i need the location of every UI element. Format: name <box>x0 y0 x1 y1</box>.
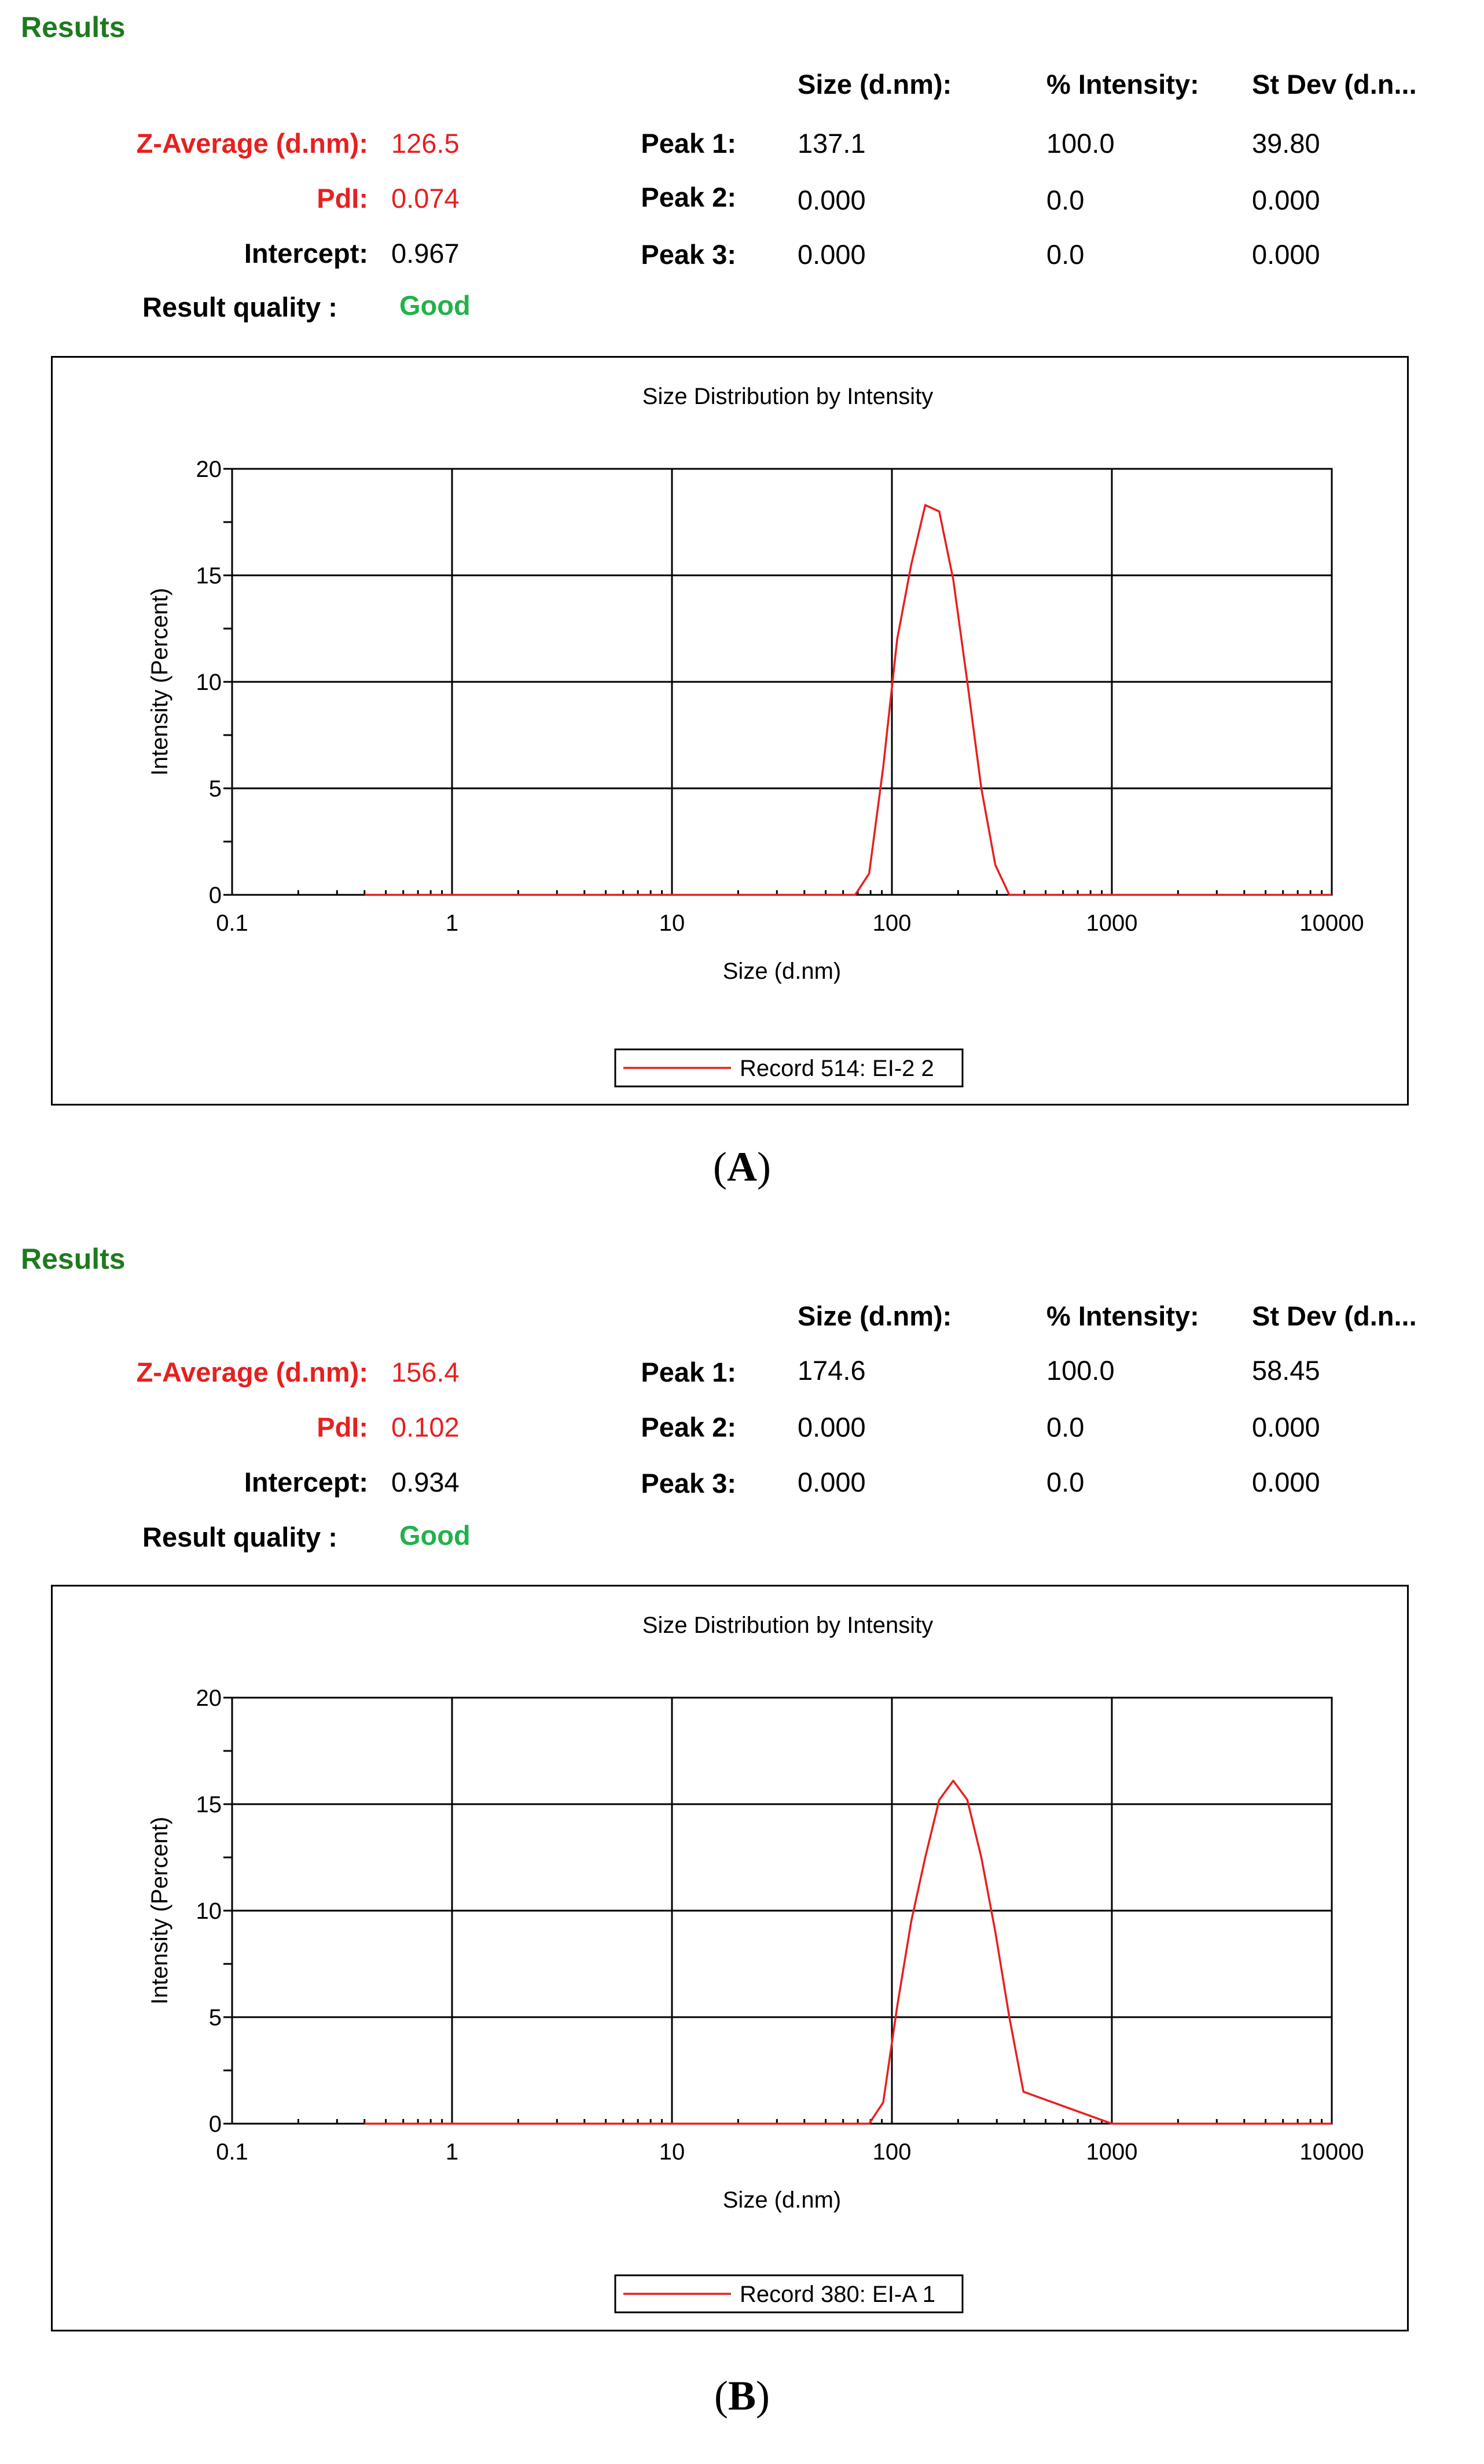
x-tick-label: 100 <box>873 2139 912 2165</box>
peak-1-stdev: 58.45 <box>1252 1355 1320 1386</box>
chart-title: Size Distribution by Intensity <box>642 1613 933 1638</box>
peak-2-intensity: 0.0 <box>1046 1412 1085 1442</box>
header-intensity: % Intensity: <box>1046 69 1199 100</box>
peak-3-intensity: 0.0 <box>1046 239 1085 270</box>
results-title: Results <box>21 1243 126 1275</box>
x-tick-label: 0.1 <box>216 2139 248 2165</box>
peak-3-size: 0.000 <box>798 1467 866 1497</box>
y-tick-label: 10 <box>196 670 222 695</box>
x-tick-label: 0.1 <box>216 910 248 936</box>
peak-3-intensity: 0.0 <box>1046 1467 1085 1497</box>
peak-3-label: Peak 3: <box>641 1468 736 1499</box>
intercept-label: Intercept: <box>244 1467 368 1497</box>
result-quality-label: Result quality : <box>142 1522 337 1552</box>
header-stdev: St Dev (d.n... <box>1252 1301 1417 1331</box>
results-panel-a: Results Size (d.nm): % Intensity: St Dev… <box>21 11 1417 1190</box>
header-size: Size (d.nm): <box>798 1301 952 1331</box>
y-tick-label: 20 <box>196 457 222 482</box>
peak-2-label: Peak 2: <box>641 182 736 212</box>
header-stdev: St Dev (d.n... <box>1252 69 1417 100</box>
x-axis-label: Size (d.nm) <box>723 2187 842 2213</box>
header-intensity: % Intensity: <box>1046 1301 1199 1331</box>
peak-1-intensity: 100.0 <box>1046 1355 1115 1386</box>
x-tick-label: 10000 <box>1299 2139 1364 2165</box>
y-axis-label: Intensity (Percent) <box>147 588 172 776</box>
x-tick-label: 1000 <box>1086 910 1138 936</box>
chart-svg: Size Distribution by Intensity 0 5 10 15 20 0.… <box>147 1613 1364 2314</box>
peak-2-stdev: 0.000 <box>1252 185 1320 215</box>
pdi-label: PdI: <box>317 1412 368 1442</box>
peak-2-size: 0.000 <box>798 185 866 215</box>
pdi-label: PdI: <box>317 183 368 214</box>
x-tick-label: 10 <box>659 2139 685 2165</box>
panel-label: (B) <box>714 2373 770 2419</box>
peak-3-stdev: 0.000 <box>1252 1467 1320 1497</box>
x-tick-label: 1 <box>446 910 458 936</box>
legend-label: Record 514: EI-2 2 <box>740 1056 934 1081</box>
peak-1-size: 137.1 <box>798 128 866 159</box>
y-tick-label: 5 <box>209 776 222 802</box>
results-panel-b: Results Size (d.nm): % Intensity: St Dev… <box>0 1232 1484 2463</box>
z-average-value: 126.5 <box>391 128 460 159</box>
peak-1-label: Peak 1: <box>641 1357 736 1387</box>
peak-1-label: Peak 1: <box>641 128 736 159</box>
peak-1-size: 174.6 <box>798 1355 866 1386</box>
x-tick-label: 10 <box>659 910 685 936</box>
peak-2-stdev: 0.000 <box>1252 1412 1320 1442</box>
y-tick-label: 15 <box>196 563 222 589</box>
peak-1-intensity: 100.0 <box>1046 128 1115 159</box>
chart-title: Size Distribution by Intensity <box>642 384 933 409</box>
x-tick-label: 1 <box>446 2139 458 2165</box>
header-size: Size (d.nm): <box>798 69 952 100</box>
peak-3-label: Peak 3: <box>641 239 736 270</box>
y-tick-label: 10 <box>196 1899 222 1924</box>
y-tick-label: 0 <box>209 883 222 908</box>
z-average-label: Z-Average (d.nm): <box>136 1357 368 1387</box>
z-average-label: Z-Average (d.nm): <box>136 128 368 159</box>
series-line <box>364 1779 1332 2125</box>
peak-1-stdev: 39.80 <box>1252 128 1320 159</box>
y-axis-label: Intensity (Percent) <box>147 1817 172 2005</box>
peak-3-size: 0.000 <box>798 239 866 270</box>
y-tick-label: 15 <box>196 1792 222 1817</box>
result-quality-value: Good <box>399 1520 471 1551</box>
legend-label: Record 380: EI-A 1 <box>740 2282 935 2307</box>
x-tick-label: 1000 <box>1086 2139 1138 2165</box>
size-distribution-chart: Size Distribution by Intensity 0 5 10 15 20 0.… <box>51 1585 1409 2331</box>
size-distribution-chart: Size Distribution by Intensity 0 5 10 15 20 0.… <box>51 356 1409 1106</box>
intercept-label: Intercept: <box>244 238 368 269</box>
z-average-value: 156.4 <box>391 1357 460 1387</box>
pdi-value: 0.102 <box>391 1412 460 1442</box>
x-axis-label: Size (d.nm) <box>723 959 842 984</box>
y-tick-label: 0 <box>209 2112 222 2137</box>
peak-2-size: 0.000 <box>798 1412 866 1442</box>
x-tick-label: 100 <box>873 910 912 936</box>
x-tick-label: 10000 <box>1299 910 1364 936</box>
pdi-value: 0.074 <box>391 183 460 214</box>
result-quality-label: Result quality : <box>142 292 337 322</box>
peak-2-intensity: 0.0 <box>1046 185 1085 215</box>
intercept-value: 0.967 <box>391 238 460 269</box>
panel-label: (A) <box>713 1144 771 1190</box>
y-tick-label: 5 <box>209 2005 222 2030</box>
result-quality-value: Good <box>399 290 471 321</box>
y-tick-label: 20 <box>196 1685 222 1711</box>
peak-3-stdev: 0.000 <box>1252 239 1320 270</box>
chart-svg: Size Distribution by Intensity 0 5 10 15 20 0.… <box>147 384 1364 1088</box>
intercept-value: 0.934 <box>391 1467 460 1497</box>
results-title: Results <box>21 11 126 43</box>
peak-2-label: Peak 2: <box>641 1412 736 1442</box>
series-line <box>364 504 1332 896</box>
